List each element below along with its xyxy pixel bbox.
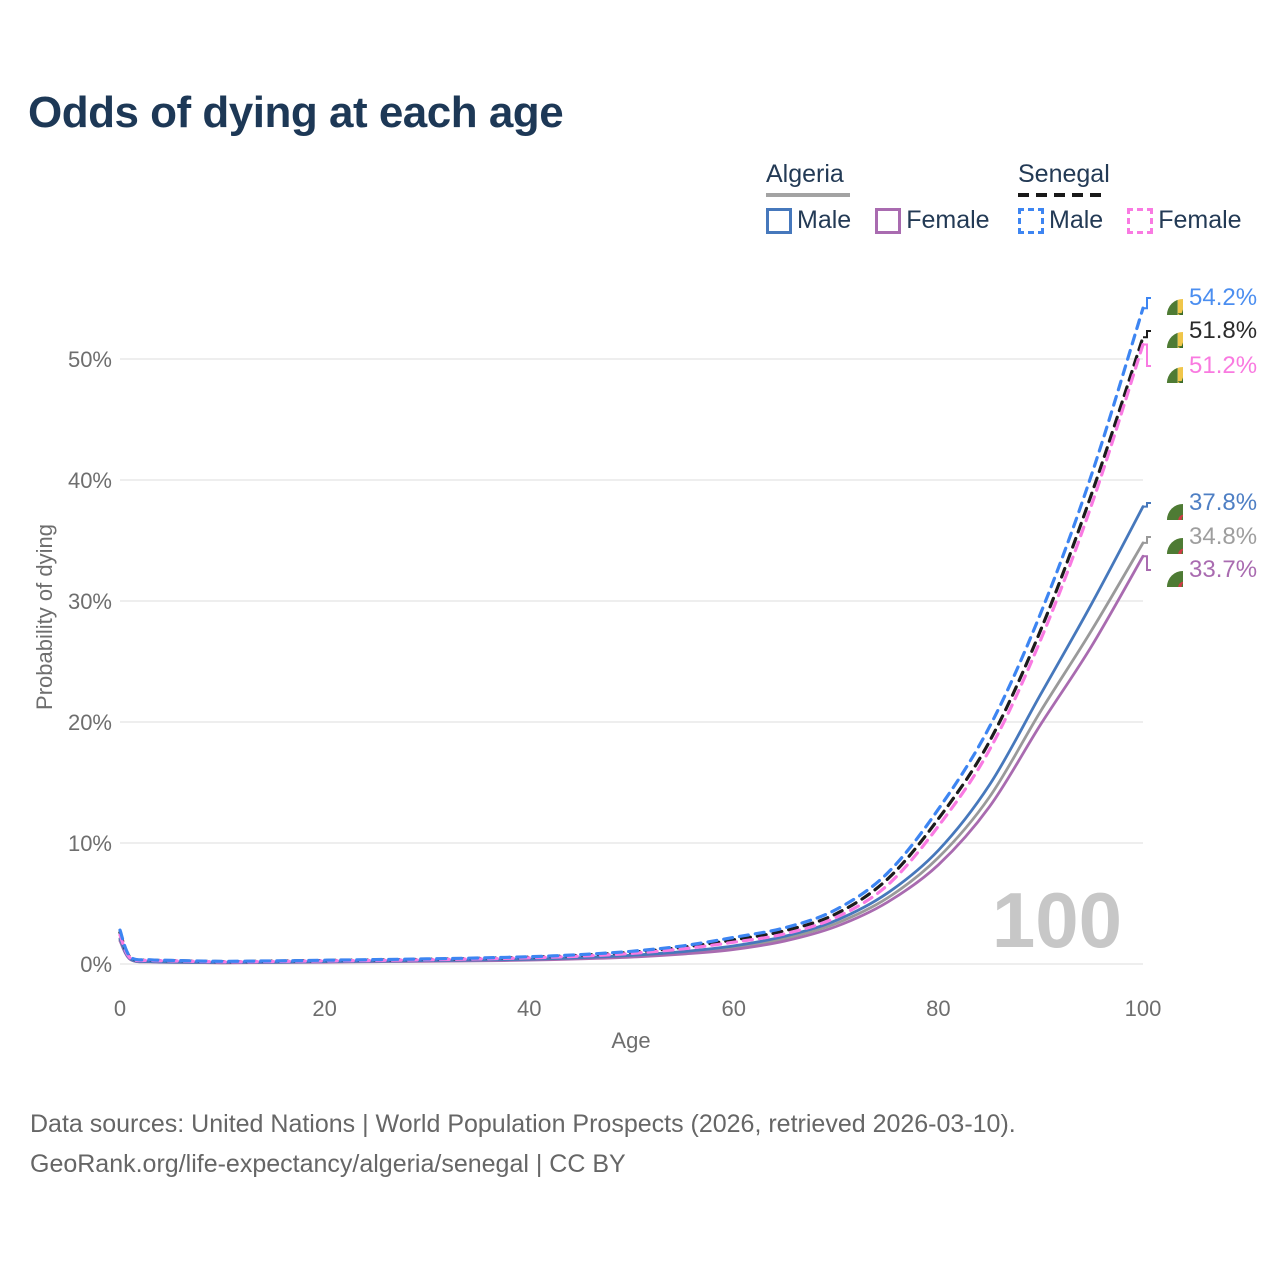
end-value-senegal-male: 54.2% bbox=[1189, 284, 1258, 311]
x-tick-20: 20 bbox=[312, 996, 336, 1021]
senegal-flag-icon bbox=[1149, 281, 1183, 315]
y-axis-title: Probability of dying bbox=[32, 524, 57, 710]
x-tick-60: 60 bbox=[722, 996, 746, 1021]
y-tick-10%: 10% bbox=[68, 831, 112, 856]
y-tick-20%: 20% bbox=[68, 710, 112, 735]
legend-label-senegal-male[interactable]: Male bbox=[1049, 206, 1104, 234]
y-tick-30%: 30% bbox=[68, 589, 112, 614]
end-label-senegal-female: 51.2% bbox=[1149, 349, 1257, 383]
algeria-flag-icon bbox=[1149, 486, 1183, 520]
legend-group-senegal: Senegal Male Female bbox=[1018, 160, 1266, 235]
legend-swatch-algeria-female[interactable] bbox=[875, 207, 902, 234]
leader-line-algeria-total bbox=[1143, 536, 1151, 544]
y-tick-50%: 50% bbox=[68, 347, 112, 372]
x-tick-0: 0 bbox=[114, 996, 126, 1021]
leader-line-algeria-male bbox=[1143, 502, 1151, 508]
x-axis-title: Age bbox=[611, 1028, 650, 1053]
series-line-senegal-total bbox=[118, 335, 1145, 964]
label-leader-lines bbox=[1143, 297, 1151, 571]
attribution-footer: Data sources: United Nations | World Pop… bbox=[30, 1104, 1016, 1184]
senegal-flag-icon bbox=[1149, 349, 1183, 383]
x-tick-100: 100 bbox=[1125, 996, 1162, 1021]
legend-group-algeria: Algeria Male Female bbox=[766, 160, 1014, 235]
legend-swatch-senegal-female[interactable] bbox=[1127, 207, 1154, 234]
y-tick-0%: 0% bbox=[80, 952, 112, 977]
legend-country-senegal[interactable]: Senegal bbox=[1018, 160, 1110, 188]
legend-label-algeria-male[interactable]: Male bbox=[797, 206, 852, 234]
series-line-senegal-male bbox=[118, 306, 1145, 963]
end-label-algeria-male: 37.8% bbox=[1149, 486, 1257, 520]
algeria-flag-icon bbox=[1149, 520, 1183, 554]
end-value-algeria-total: 34.8% bbox=[1189, 523, 1258, 550]
gridlines bbox=[120, 358, 1143, 965]
leader-line-senegal-male bbox=[1143, 297, 1151, 310]
legend-senegal-line-style bbox=[1018, 193, 1108, 197]
end-value-senegal-female: 51.2% bbox=[1189, 352, 1258, 379]
leader-line-senegal-female bbox=[1143, 343, 1151, 367]
data-sources-line: Data sources: United Nations | World Pop… bbox=[30, 1110, 1016, 1138]
source-url-line[interactable]: GeoRank.org/life-expectancy/algeria/sene… bbox=[30, 1150, 626, 1178]
y-tick-40%: 40% bbox=[68, 468, 112, 493]
series-line-senegal-female bbox=[118, 342, 1145, 964]
senegal-flag-icon bbox=[1149, 314, 1183, 348]
end-value-algeria-female: 33.7% bbox=[1189, 556, 1258, 583]
end-label-senegal-total: 51.8% bbox=[1149, 314, 1257, 348]
series-line-algeria-male bbox=[118, 505, 1145, 964]
leader-line-senegal-total bbox=[1143, 330, 1151, 339]
end-value-algeria-male: 37.8% bbox=[1189, 489, 1258, 516]
algeria-flag-icon bbox=[1149, 553, 1183, 587]
end-label-algeria-female: 33.7% bbox=[1149, 553, 1257, 587]
legend-country-algeria[interactable]: Algeria bbox=[766, 160, 844, 188]
series-lines bbox=[118, 306, 1145, 965]
legend-swatch-senegal-male[interactable] bbox=[1018, 207, 1044, 234]
series-line-algeria-female bbox=[118, 554, 1145, 965]
legend-label-senegal-female[interactable]: Female bbox=[1158, 206, 1242, 234]
leader-line-algeria-female bbox=[1143, 555, 1151, 571]
end-label-senegal-male: 54.2% bbox=[1149, 281, 1257, 315]
legend-swatch-algeria-male[interactable] bbox=[766, 207, 792, 234]
y-axis-ticks: 0% 10% 20% 30% 40% 50% bbox=[68, 347, 112, 977]
x-tick-80: 80 bbox=[926, 996, 950, 1021]
legend-algeria-line-style bbox=[766, 193, 850, 197]
x-tick-40: 40 bbox=[517, 996, 541, 1021]
legend-label-algeria-female[interactable]: Female bbox=[906, 206, 990, 234]
end-label-algeria-total: 34.8% bbox=[1149, 520, 1257, 554]
age-watermark: 100 bbox=[992, 876, 1122, 964]
x-axis-ticks: 0 20 40 60 80 100 bbox=[114, 996, 1161, 1021]
end-value-senegal-total: 51.8% bbox=[1189, 317, 1258, 344]
page-title: Odds of dying at each age bbox=[28, 88, 564, 137]
